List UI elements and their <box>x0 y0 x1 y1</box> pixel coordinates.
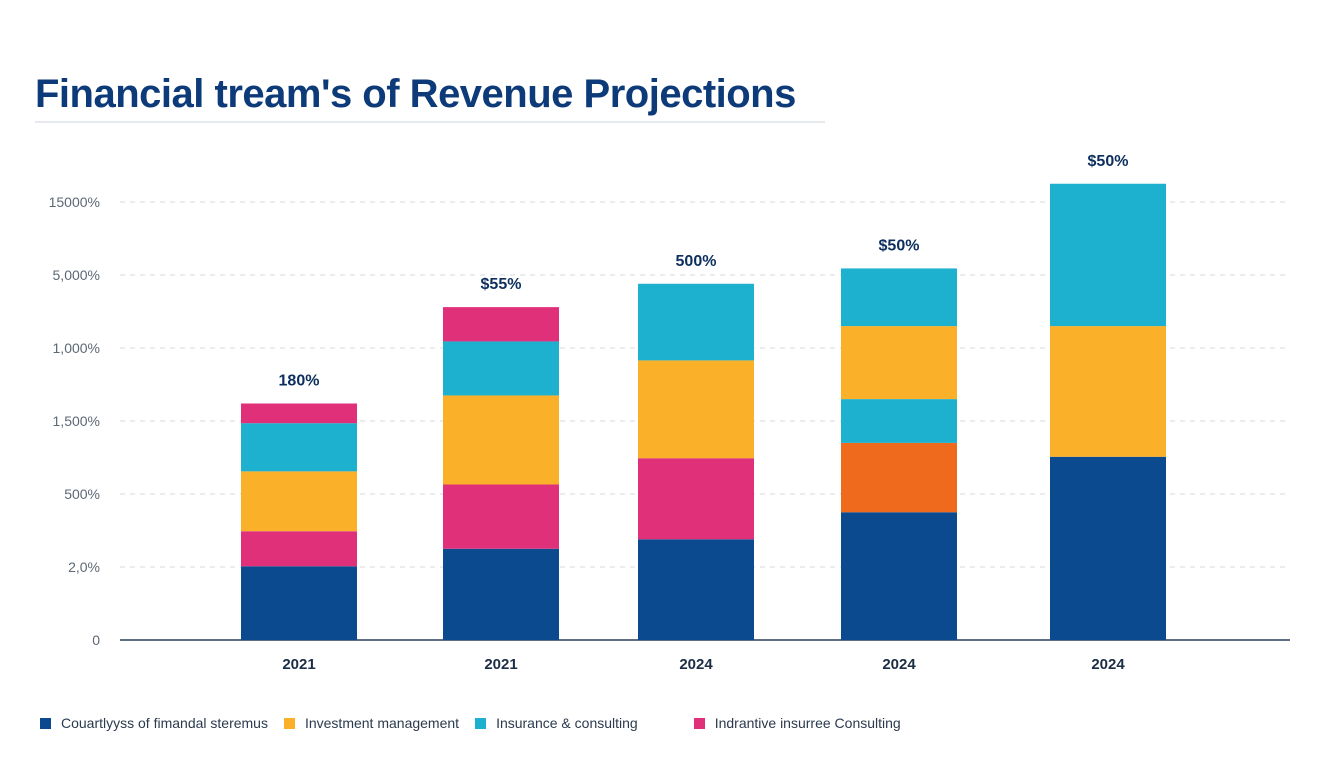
bar-segment <box>1050 183 1166 327</box>
bar-segment <box>841 268 957 327</box>
bar-total-label: 500% <box>676 253 717 270</box>
legend-item: Insurance & consulting <box>475 715 638 731</box>
legend-label: Investment management <box>304 715 460 731</box>
x-tick-label: 2021 <box>282 656 315 673</box>
bar-segment <box>443 548 559 640</box>
bar-segment <box>443 484 559 549</box>
bar-segment <box>443 341 559 396</box>
bar-total-label: $50% <box>1088 153 1129 170</box>
bar-segment <box>841 326 957 400</box>
bar-total-label: $50% <box>879 237 920 254</box>
legend-item: Investment management <box>283 715 460 731</box>
y-tick-label: 0 <box>92 632 100 648</box>
legend-item: Indrantive insurree Consulting <box>693 715 901 731</box>
legend-swatch <box>40 717 51 729</box>
bar-segment <box>638 458 754 540</box>
legend: Couartlyyss of fimandal steremus Investme… <box>40 715 917 731</box>
bar-segment <box>638 539 754 640</box>
legend-swatch <box>693 717 705 729</box>
bar-total-label: $55% <box>481 276 522 293</box>
bar-segment <box>443 307 559 342</box>
bar-segment <box>841 442 957 513</box>
bar-segment <box>241 423 357 472</box>
bar-total-label: 180% <box>279 372 320 389</box>
y-tick-label: 1,500% <box>53 413 100 429</box>
y-tick-label: 15000% <box>49 194 100 210</box>
bar-segment <box>241 531 357 567</box>
bar-segment <box>241 566 357 640</box>
y-tick-label: 500% <box>64 486 100 502</box>
x-tick-label: 2021 <box>484 656 517 673</box>
bar-segment <box>638 360 754 459</box>
bar-segment <box>1050 456 1166 640</box>
x-tick-label: 2024 <box>679 656 713 673</box>
legend-label: Couartlyyss of fimandal steremus <box>61 715 268 731</box>
legend-label: Indrantive insurree Consulting <box>714 715 901 731</box>
bar-segment <box>241 471 357 532</box>
bar-segment <box>841 399 957 443</box>
bar-segment <box>638 283 754 361</box>
y-tick-label: 5,000% <box>53 267 100 283</box>
x-tick-label: 2024 <box>1091 656 1125 673</box>
bar-segment <box>241 403 357 424</box>
chart-title: Financial tream's of Revenue Projections <box>35 72 796 116</box>
bar-segment <box>1050 326 1166 457</box>
bar-segment <box>443 395 559 485</box>
legend-swatch <box>283 717 295 729</box>
legend-swatch <box>475 717 487 729</box>
legend-label: Insurance & consulting <box>496 715 638 731</box>
bar-segment <box>841 512 957 640</box>
y-tick-label: 1,000% <box>53 340 100 356</box>
y-tick-label: 2,0% <box>68 559 100 575</box>
x-tick-label: 2024 <box>882 656 916 673</box>
legend-item: Couartlyyss of fimandal steremus <box>40 715 268 731</box>
title-divider <box>35 121 825 123</box>
